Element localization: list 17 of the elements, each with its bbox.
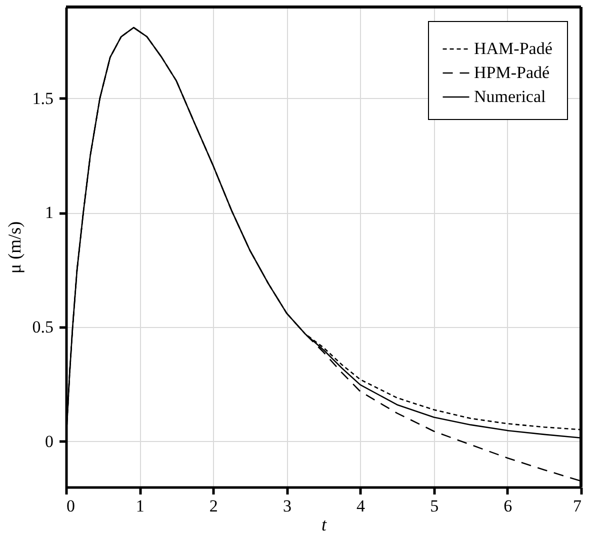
x-tick-label: 5 <box>430 496 439 516</box>
x-tick-label: 1 <box>136 496 144 516</box>
y-tick-label: 0.5 <box>32 318 54 336</box>
x-tick-label: 6 <box>504 496 512 516</box>
x-axis-title: t <box>321 514 328 533</box>
x-tick-label: 4 <box>356 496 366 516</box>
x-tick-label: 2 <box>209 496 218 516</box>
legend-label: HPM-Padé <box>474 63 550 82</box>
x-tick-label: 0 <box>66 496 75 516</box>
legend-label: Numerical <box>474 87 546 106</box>
y-axis-title: μ (m/s) <box>4 221 24 274</box>
y-tick-label: 0 <box>45 432 54 451</box>
y-tick-label: 1 <box>45 203 54 222</box>
x-tick-label: 7 <box>573 496 582 516</box>
x-tick-label: 3 <box>282 496 292 516</box>
legend-label: HAM-Padé <box>474 39 552 58</box>
y-tick-label: 1.5 <box>32 88 54 108</box>
